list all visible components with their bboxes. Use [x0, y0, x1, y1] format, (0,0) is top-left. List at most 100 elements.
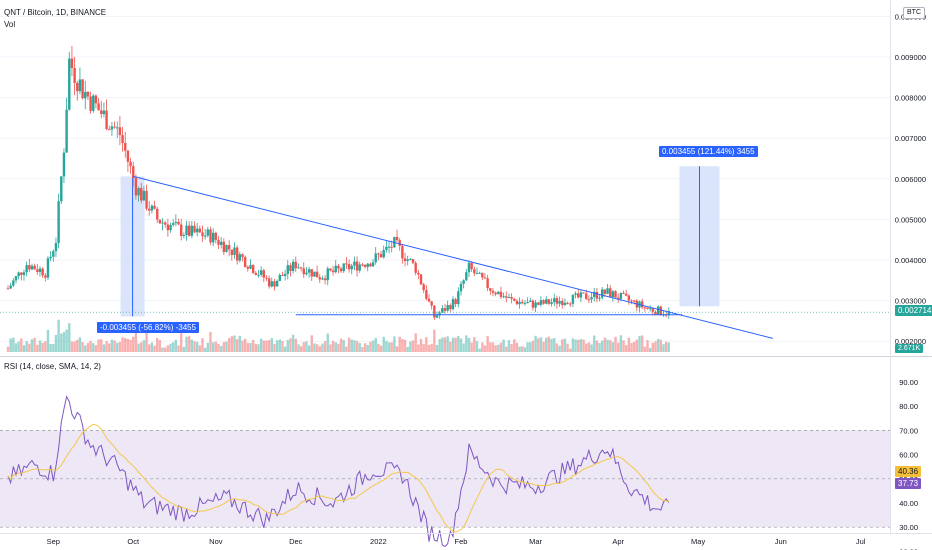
candle	[169, 222, 172, 233]
candle-body	[145, 190, 148, 209]
candle-body	[486, 278, 489, 289]
candle-body	[425, 290, 428, 299]
volume-bar	[534, 335, 537, 352]
candle	[334, 260, 337, 274]
candle-body	[475, 272, 479, 274]
candle-body	[238, 254, 242, 261]
volume-bar	[110, 339, 114, 352]
volume-bar	[593, 335, 596, 352]
candle-body	[222, 241, 226, 252]
candle	[409, 257, 412, 261]
candle	[401, 244, 404, 264]
candle-body	[617, 297, 620, 299]
volume-bar	[537, 338, 540, 352]
candle	[502, 292, 505, 299]
volume-bar	[355, 340, 359, 352]
candle-body	[353, 261, 356, 266]
volume-bar	[177, 345, 180, 352]
candle	[571, 294, 575, 307]
volume-bar	[305, 341, 308, 352]
candle-body	[387, 246, 391, 248]
candle-body	[278, 274, 281, 282]
candle-body	[521, 301, 524, 304]
candle-body	[313, 271, 316, 277]
symbol-legend[interactable]: QNT / Bitcoin, 1D, BINANCE	[4, 8, 107, 17]
volume-bar	[283, 346, 287, 352]
candle	[286, 260, 289, 280]
volume-bar	[198, 345, 202, 352]
candle	[81, 78, 84, 100]
candle	[219, 237, 223, 249]
volume-bar	[606, 339, 609, 352]
candle	[342, 263, 345, 274]
candle-body	[523, 303, 527, 305]
candle	[44, 273, 47, 282]
candle	[185, 220, 188, 241]
candle-body	[97, 103, 100, 111]
candle-body	[326, 268, 329, 281]
volume-bar	[273, 343, 276, 352]
volume-bar	[603, 337, 607, 352]
volume-bar	[302, 342, 305, 352]
candle-body	[419, 274, 423, 285]
candle-body	[30, 265, 34, 270]
volume-bar	[337, 343, 340, 352]
candle	[156, 206, 159, 223]
candle-body	[502, 296, 505, 298]
candle-body	[593, 291, 596, 298]
volume-bar	[545, 337, 548, 352]
candle-body	[195, 228, 199, 233]
candle-body	[606, 288, 609, 294]
candle-body	[158, 219, 162, 224]
candle	[241, 253, 244, 262]
volume-bar	[132, 336, 135, 352]
candle-body	[33, 265, 36, 270]
candle	[358, 261, 361, 273]
pane-divider[interactable]	[0, 356, 932, 357]
volume-bar	[640, 335, 644, 352]
volume-bar	[582, 339, 585, 352]
candle	[577, 289, 580, 299]
candle-body	[550, 302, 553, 304]
volume-legend[interactable]: Vol	[4, 20, 16, 29]
candle-body	[246, 266, 250, 269]
candle	[379, 250, 383, 258]
time-axis-label: Dec	[289, 537, 303, 546]
candle	[57, 193, 60, 249]
candle	[526, 297, 529, 304]
candle	[150, 204, 154, 214]
candle	[227, 240, 231, 257]
candle-body	[345, 263, 348, 265]
volume-bar	[374, 338, 377, 352]
candle-body	[385, 246, 388, 251]
candle-body	[406, 259, 409, 262]
candle	[49, 251, 52, 262]
candle-body	[166, 224, 170, 231]
volume-bar	[100, 339, 103, 352]
volume-bar	[329, 344, 332, 352]
candle	[105, 99, 108, 131]
candle	[558, 296, 561, 307]
volume-bar	[435, 344, 439, 352]
candle	[417, 269, 420, 279]
candle	[65, 97, 68, 153]
candle	[12, 278, 15, 288]
candle-body	[539, 300, 543, 305]
currency-badge[interactable]: BTC	[903, 7, 925, 19]
candle	[507, 293, 511, 299]
candle	[299, 266, 303, 272]
candle-body	[438, 312, 441, 316]
volume-bar	[246, 342, 250, 352]
volume-bar	[569, 348, 572, 352]
candle-body	[374, 253, 377, 263]
candle-body	[100, 110, 103, 115]
candle-body	[467, 262, 471, 273]
volume-bar	[185, 336, 188, 352]
candle	[291, 259, 295, 274]
volume-bar	[579, 339, 583, 352]
candle	[110, 121, 114, 136]
candle	[505, 291, 508, 303]
rsi-legend[interactable]: RSI (14, close, SMA, 14, 2)	[4, 362, 101, 371]
